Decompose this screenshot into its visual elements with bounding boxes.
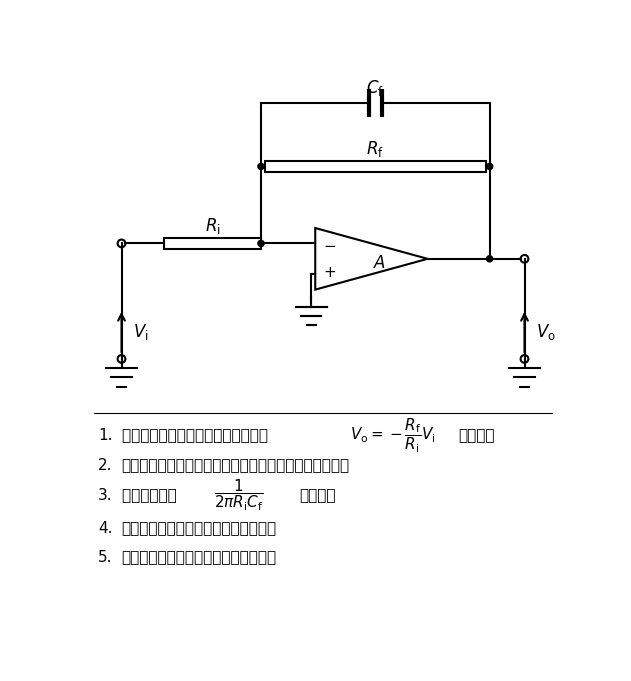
Text: $+$: $+$ (322, 265, 336, 280)
Bar (164, 238, 261, 249)
Text: 2.: 2. (98, 458, 113, 473)
Text: 5.: 5. (98, 550, 113, 565)
Text: $V_\mathrm{o}$: $V_\mathrm{o}$ (536, 322, 556, 342)
Text: $R_\mathrm{i}$: $R_\mathrm{i}$ (204, 217, 220, 236)
Circle shape (487, 163, 493, 170)
Text: $-$: $-$ (322, 238, 336, 253)
Text: 遮断周波数は: 遮断周波数は (122, 488, 181, 503)
Text: $\dfrac{1}{2\pi R_\mathrm{i} C_\mathrm{f}}$: $\dfrac{1}{2\pi R_\mathrm{i} C_\mathrm{f… (215, 477, 264, 513)
Text: である。: である。 (459, 428, 495, 443)
Text: $V_\mathrm{i}$: $V_\mathrm{i}$ (133, 322, 149, 342)
Text: 出力インピーダンスは無限大である。: 出力インピーダンスは無限大である。 (122, 550, 276, 565)
Text: 遮断周波数より十分に高い帯域では微分特性を有する。: 遮断周波数より十分に高い帯域では微分特性を有する。 (122, 458, 350, 473)
Text: 1.: 1. (98, 428, 113, 443)
Text: $V_\mathrm{o} = -\dfrac{R_\mathrm{f}}{R_\mathrm{i}}V_\mathrm{i}$: $V_\mathrm{o} = -\dfrac{R_\mathrm{f}}{R_… (350, 417, 436, 455)
Text: 入力インピーダンスは無限大である。: 入力インピーダンスは無限大である。 (122, 521, 276, 536)
Text: $C_\mathrm{f}$: $C_\mathrm{f}$ (367, 78, 384, 98)
Text: $R_\mathrm{f}$: $R_\mathrm{f}$ (367, 140, 384, 159)
Circle shape (258, 163, 264, 170)
Circle shape (487, 256, 493, 262)
Text: である。: である。 (300, 488, 336, 503)
Text: 4.: 4. (98, 521, 113, 536)
Circle shape (258, 240, 264, 247)
Text: $A$: $A$ (373, 253, 386, 272)
Text: 遮断周波数より十分に低い帯域では: 遮断周波数より十分に低い帯域では (122, 428, 273, 443)
Text: 3.: 3. (98, 488, 113, 503)
Bar (265, 161, 486, 172)
